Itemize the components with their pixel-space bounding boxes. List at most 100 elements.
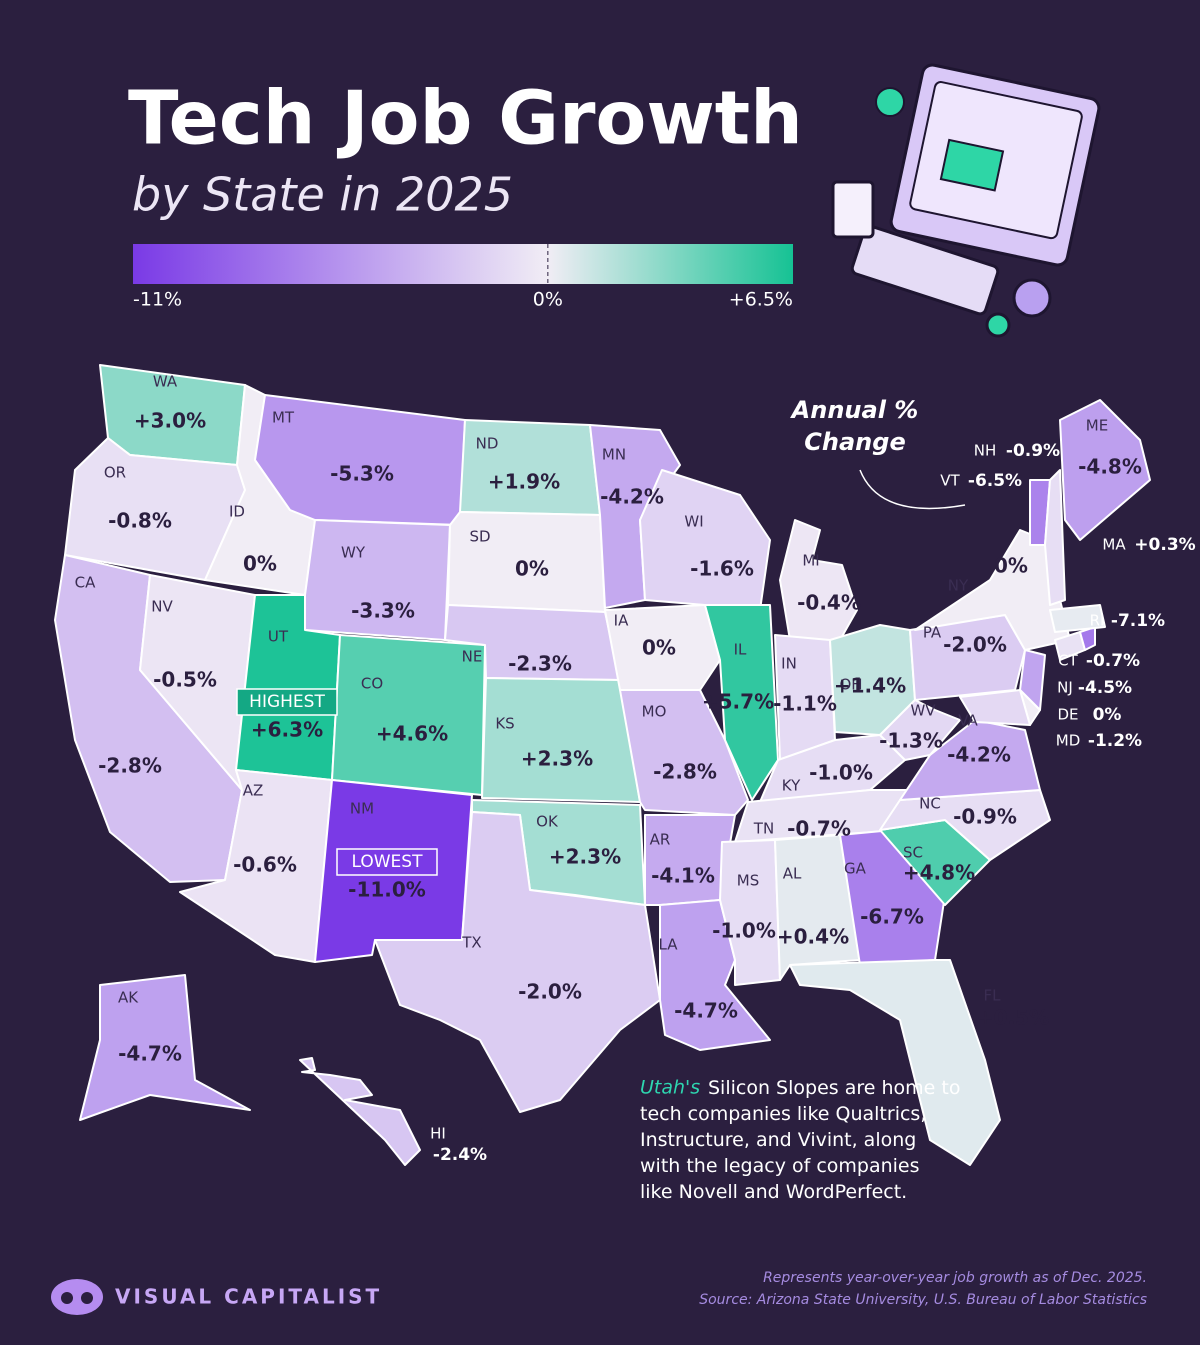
- state-code: NM: [350, 800, 374, 818]
- state-code: MS: [737, 872, 759, 890]
- state: [1049, 604, 1106, 633]
- annotation-arrow: [859, 469, 966, 510]
- state-code: WY: [341, 544, 366, 562]
- state-code: OR: [104, 464, 126, 482]
- state-code: NY: [948, 577, 969, 595]
- state-value-label: +3.0%: [134, 409, 206, 433]
- state-value-label: -3.3%: [351, 599, 415, 623]
- state-value-label: +4.6%: [376, 722, 448, 746]
- state-code: RI: [1090, 612, 1105, 630]
- state-code: DE: [1057, 706, 1078, 724]
- state-value-label: -4.2%: [947, 743, 1011, 767]
- legend-tick-label: +6.5%: [729, 289, 793, 311]
- state-code: ME: [1086, 417, 1108, 435]
- state-value-label: 0%: [515, 557, 549, 581]
- state-value-label: +6.3%: [251, 718, 323, 742]
- state-value-label: +0.4%: [777, 925, 849, 949]
- state: [959, 689, 1031, 726]
- state-value-label: -2.0%: [518, 980, 582, 1004]
- state-code: AR: [650, 831, 671, 849]
- state-code: MO: [642, 703, 667, 721]
- state-code: NJ: [1057, 679, 1073, 697]
- highest-label-box: [236, 688, 338, 716]
- state-value-label: -2.3%: [508, 652, 572, 676]
- state-code: NC: [919, 795, 941, 813]
- state-value-label: -6.7%: [860, 905, 924, 929]
- source: Source: Arizona State University, U.S. B…: [699, 1292, 1147, 1308]
- state-value-label: -1.2%: [1088, 731, 1142, 751]
- state-code: IA: [614, 612, 629, 630]
- state-value-label: +5.7%: [702, 690, 774, 714]
- state-code: SC: [903, 844, 923, 862]
- state-code: IL: [734, 641, 747, 659]
- state-code: AL: [783, 865, 802, 883]
- state: [619, 689, 749, 816]
- state: [789, 959, 1001, 1166]
- state-code: MI: [802, 552, 819, 570]
- state-value-label: -6.5%: [968, 471, 1022, 491]
- state-code: OK: [536, 813, 559, 831]
- state-code: ID: [229, 503, 245, 521]
- state-code: VA: [958, 712, 978, 730]
- brand: VISUAL CAPITALIST: [115, 1285, 382, 1309]
- state-code: MA: [1102, 536, 1126, 554]
- state-code: TN: [753, 820, 774, 838]
- state-code: FL: [984, 987, 1002, 1005]
- state-code: HI: [430, 1125, 446, 1143]
- state-value-label: 0%: [994, 554, 1028, 578]
- state-code: TX: [461, 934, 481, 952]
- highest-label: HIGHEST: [249, 692, 325, 712]
- state-code: WV: [910, 702, 936, 720]
- state-value-label: 0%: [1093, 705, 1122, 725]
- legend-tick-label: 0%: [533, 289, 563, 311]
- state-value-label: +0.3%: [1134, 535, 1195, 555]
- note: Silicon Slopes are home to tech companies…: [640, 1077, 960, 1203]
- title: Tech Job Growth: [128, 76, 803, 162]
- state: [774, 834, 861, 981]
- state-code: LA: [659, 936, 679, 954]
- state-value-label: -2.4%: [433, 1145, 487, 1165]
- state-value-label: -5.3%: [330, 462, 394, 486]
- state-code: AK: [118, 989, 139, 1007]
- legend-tick-label: -11%: [133, 289, 182, 311]
- state-code: NH: [974, 442, 997, 460]
- state-code: AZ: [243, 782, 264, 800]
- lowest-label-box: [336, 848, 438, 876]
- state: [481, 677, 641, 803]
- state-code: IN: [781, 655, 797, 673]
- state-value-label: -0.7%: [787, 817, 851, 841]
- state-value-label: -0.9%: [1006, 441, 1060, 461]
- state-value-label: -7.1%: [1111, 611, 1165, 631]
- state-value-label: +1.4%: [834, 674, 906, 698]
- state-code: GA: [844, 860, 867, 878]
- state: [374, 811, 661, 1113]
- state-value-label: +1.9%: [488, 470, 560, 494]
- state-value-label: -1.0%: [712, 919, 776, 943]
- state-code: SD: [469, 528, 490, 546]
- logo: [51, 1279, 103, 1315]
- state-value-label: 0%: [642, 636, 676, 660]
- state-code: CT: [1058, 652, 1078, 670]
- state-code: WA: [153, 373, 178, 391]
- state-code: NE: [462, 648, 483, 666]
- state-value-label: +0.5%: [977, 1006, 1049, 1030]
- state: [79, 974, 251, 1121]
- state-value-label: +2.3%: [521, 747, 593, 771]
- annotation: Annual % Change: [790, 396, 919, 456]
- state-code: MD: [1056, 732, 1081, 750]
- footnote: Represents year-over-year job growth as …: [763, 1270, 1147, 1286]
- subtitle: by State in 2025: [132, 168, 513, 222]
- state-value-label: -4.8%: [1078, 455, 1142, 479]
- state-code: CA: [75, 574, 96, 592]
- state-value-label: -4.5%: [1078, 678, 1132, 698]
- state-code: UT: [268, 628, 289, 646]
- state-code: MN: [602, 446, 626, 464]
- state-value-label: -0.8%: [108, 509, 172, 533]
- state-value-label: +4.8%: [903, 861, 975, 885]
- state: [779, 519, 858, 641]
- state-value-label: +2.3%: [549, 845, 621, 869]
- state-value-label: -0.6%: [233, 853, 297, 877]
- state-value-label: -4.7%: [674, 999, 738, 1023]
- state: [1059, 399, 1151, 541]
- state-code: ND: [476, 435, 499, 453]
